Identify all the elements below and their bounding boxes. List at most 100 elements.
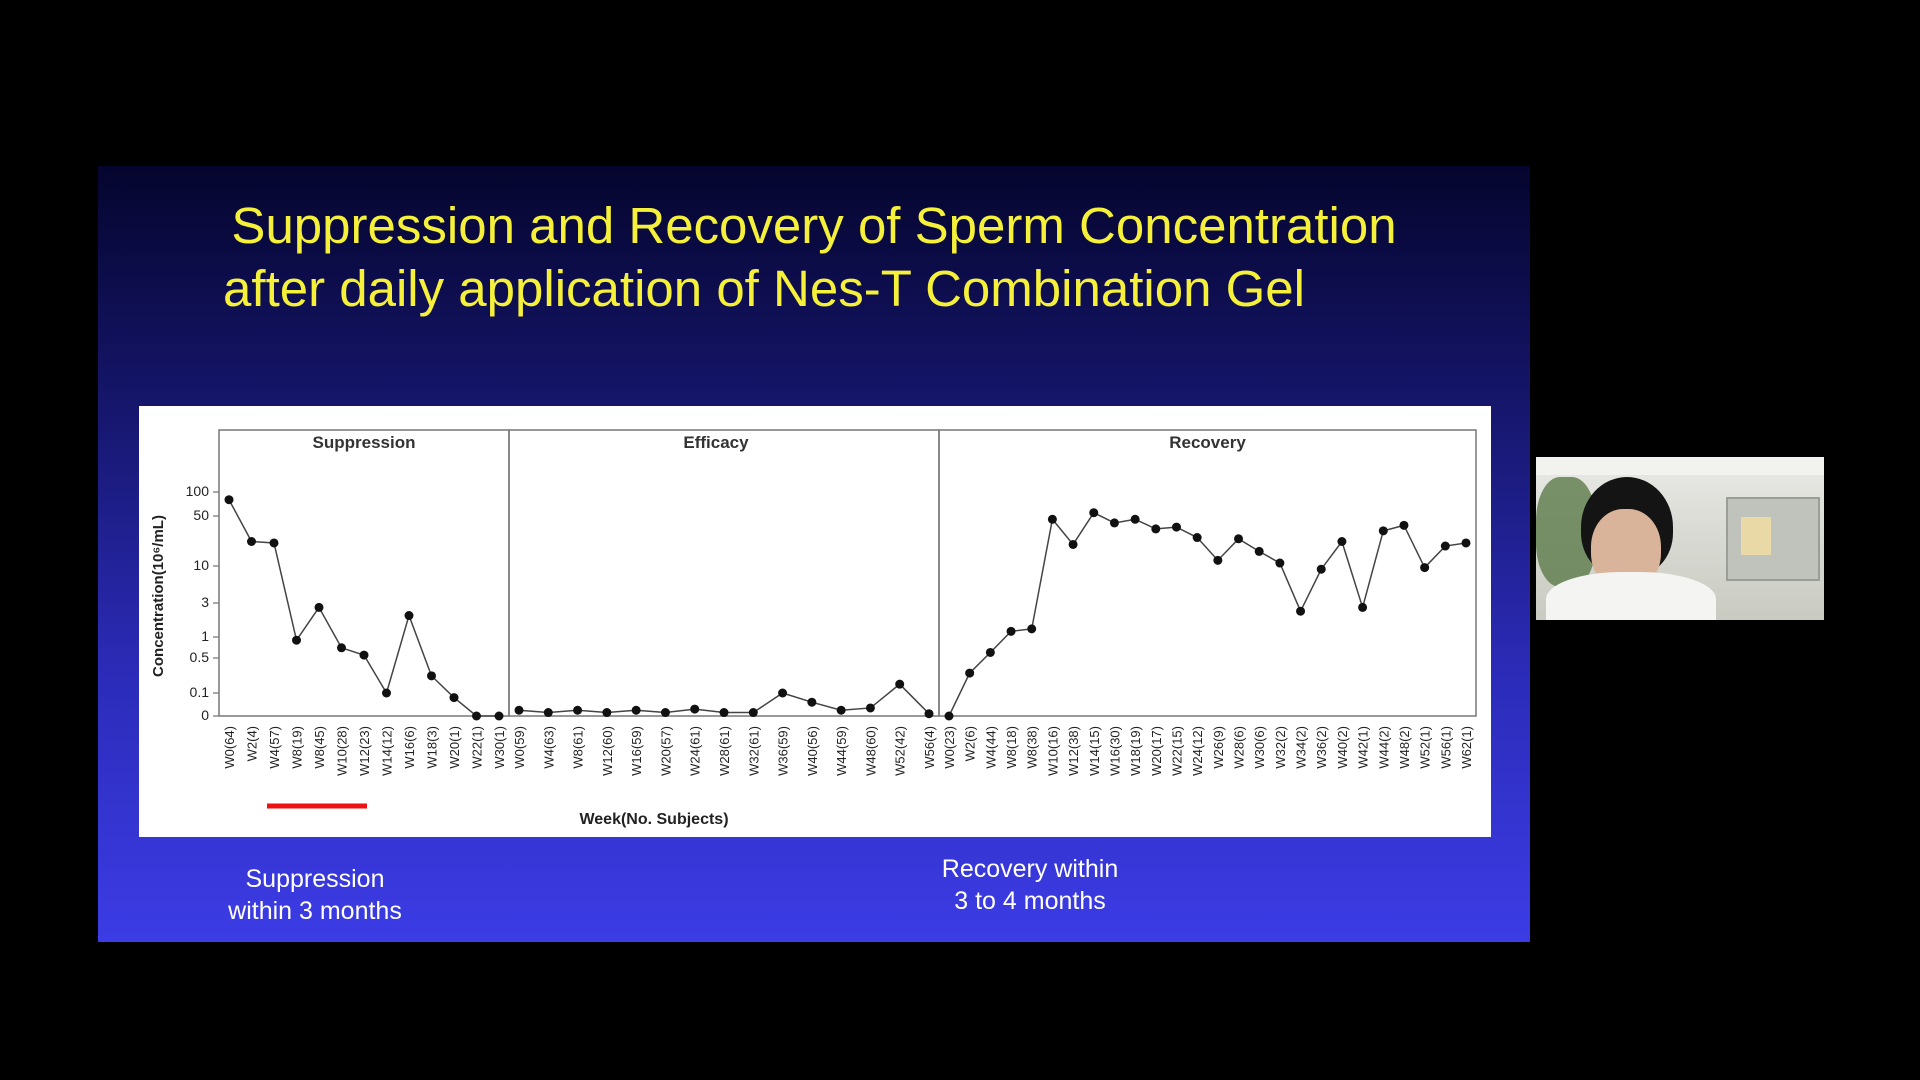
data-point bbox=[660, 708, 670, 718]
x-tick-label: W8(18) bbox=[1004, 726, 1019, 769]
x-tick-label: W40(2) bbox=[1335, 726, 1350, 769]
data-point bbox=[543, 708, 553, 718]
data-point bbox=[514, 705, 524, 715]
panel-frame-recovery bbox=[938, 429, 1477, 717]
video-picture-frame bbox=[1741, 517, 1771, 555]
panel-frame-efficacy bbox=[508, 429, 940, 717]
data-point bbox=[314, 602, 324, 612]
data-point bbox=[807, 697, 817, 707]
data-point bbox=[1296, 606, 1306, 616]
series-line-suppression bbox=[228, 499, 499, 717]
x-tick-label: W36(59) bbox=[776, 726, 791, 776]
slide-title-line-2: after daily application of Nes-T Combina… bbox=[223, 260, 1305, 317]
data-point bbox=[269, 538, 279, 548]
presenter-video-thumbnail bbox=[1536, 457, 1824, 620]
data-point bbox=[865, 703, 875, 713]
x-tick-label: W20(1) bbox=[447, 726, 462, 769]
caption-suppression-line-1: Suppression bbox=[245, 865, 385, 893]
x-tick-label: W22(1) bbox=[470, 726, 485, 769]
video-cabinet bbox=[1726, 497, 1820, 581]
x-tick-label: W56(4) bbox=[922, 726, 937, 769]
x-tick-label: W10(28) bbox=[335, 726, 350, 776]
x-tick-label: W4(57) bbox=[267, 726, 282, 769]
y-tick-label: 0.1 bbox=[190, 684, 210, 700]
x-tick-label: W8(61) bbox=[571, 726, 586, 769]
data-point bbox=[1420, 563, 1430, 573]
data-point bbox=[836, 705, 846, 715]
data-point bbox=[985, 647, 995, 657]
y-tick-label: 3 bbox=[201, 594, 209, 610]
x-tick-label: W44(59) bbox=[834, 726, 849, 776]
data-point bbox=[449, 693, 459, 703]
x-tick-label: W16(59) bbox=[629, 726, 644, 776]
x-tick-label: W8(19) bbox=[290, 726, 305, 769]
data-point bbox=[1378, 526, 1388, 536]
data-point bbox=[748, 708, 758, 718]
x-tick-label: W20(17) bbox=[1149, 726, 1164, 776]
data-point bbox=[1358, 602, 1368, 612]
panel-frame-suppression bbox=[218, 429, 510, 717]
x-tick-label: W52(42) bbox=[893, 726, 908, 776]
y-tick-label: 50 bbox=[193, 507, 209, 523]
data-point bbox=[719, 708, 729, 718]
data-point bbox=[382, 688, 391, 698]
data-point bbox=[1337, 537, 1347, 547]
data-point bbox=[1089, 508, 1099, 518]
x-tick-label: W22(15) bbox=[1169, 726, 1184, 776]
panel-title-efficacy: Efficacy bbox=[683, 433, 749, 452]
data-point bbox=[1130, 514, 1140, 524]
x-tick-label: W12(38) bbox=[1066, 726, 1081, 776]
x-tick-label: W28(6) bbox=[1232, 726, 1247, 769]
data-point bbox=[1254, 546, 1264, 556]
x-tick-label: W24(12) bbox=[1190, 726, 1205, 776]
data-point bbox=[224, 495, 234, 505]
x-tick-label: W14(15) bbox=[1087, 726, 1102, 776]
panel-title-suppression: Suppression bbox=[313, 433, 416, 452]
x-tick-label: W26(9) bbox=[1211, 726, 1226, 769]
data-point bbox=[337, 643, 346, 653]
y-tick-label: 10 bbox=[193, 557, 209, 573]
x-tick-label: W30(6) bbox=[1252, 726, 1267, 769]
x-tick-label: W30(1) bbox=[492, 726, 507, 769]
x-tick-label: W18(19) bbox=[1128, 726, 1143, 776]
data-point bbox=[690, 704, 700, 714]
slide-title-line-1: Suppression and Recovery of Sperm Concen… bbox=[231, 197, 1397, 254]
data-point bbox=[965, 668, 975, 678]
x-tick-label: W4(44) bbox=[983, 726, 998, 769]
sperm-concentration-chart: 100 50 10 3 1 0.5 0.1 0 Concentration(10⁶/mL) Wee… bbox=[150, 429, 1477, 828]
data-point bbox=[631, 705, 641, 715]
data-point bbox=[602, 708, 612, 718]
data-point bbox=[1213, 555, 1223, 565]
x-tick-label: W8(38) bbox=[1025, 726, 1040, 769]
data-point bbox=[292, 635, 301, 645]
data-point bbox=[494, 711, 504, 721]
x-tick-label: W56(1) bbox=[1438, 726, 1453, 769]
x-tick-label: W12(23) bbox=[357, 726, 372, 776]
data-point bbox=[427, 671, 436, 681]
data-point bbox=[359, 650, 369, 660]
x-tick-label: W44(2) bbox=[1376, 726, 1391, 769]
caption-recovery-line-1: Recovery within bbox=[941, 855, 1119, 883]
x-tick-label: W2(6) bbox=[963, 726, 978, 761]
data-point bbox=[1006, 626, 1016, 636]
x-tick-label: W20(57) bbox=[658, 726, 673, 776]
data-point bbox=[1171, 522, 1181, 532]
x-tick-label: W10(16) bbox=[1045, 726, 1060, 776]
data-point bbox=[472, 711, 481, 721]
data-point bbox=[895, 679, 905, 689]
x-tick-label: W48(2) bbox=[1397, 726, 1412, 769]
data-point bbox=[1192, 533, 1202, 543]
video-ceiling bbox=[1536, 457, 1824, 475]
data-point bbox=[1275, 558, 1285, 568]
y-tick-label: 100 bbox=[186, 483, 210, 499]
y-axis-label: Concentration(10⁶/mL) bbox=[150, 515, 167, 677]
x-tick-label: W4(63) bbox=[541, 726, 556, 769]
x-tick-label: W8(45) bbox=[312, 726, 327, 769]
x-tick-label: W24(61) bbox=[688, 726, 703, 776]
series-line-recovery bbox=[948, 511, 1467, 717]
x-tick-label: W52(1) bbox=[1418, 726, 1433, 769]
x-tick-label: W28(61) bbox=[717, 726, 732, 776]
video-person-shirt bbox=[1546, 572, 1716, 620]
y-tick-label: 1 bbox=[201, 628, 209, 644]
data-point bbox=[1151, 524, 1161, 534]
